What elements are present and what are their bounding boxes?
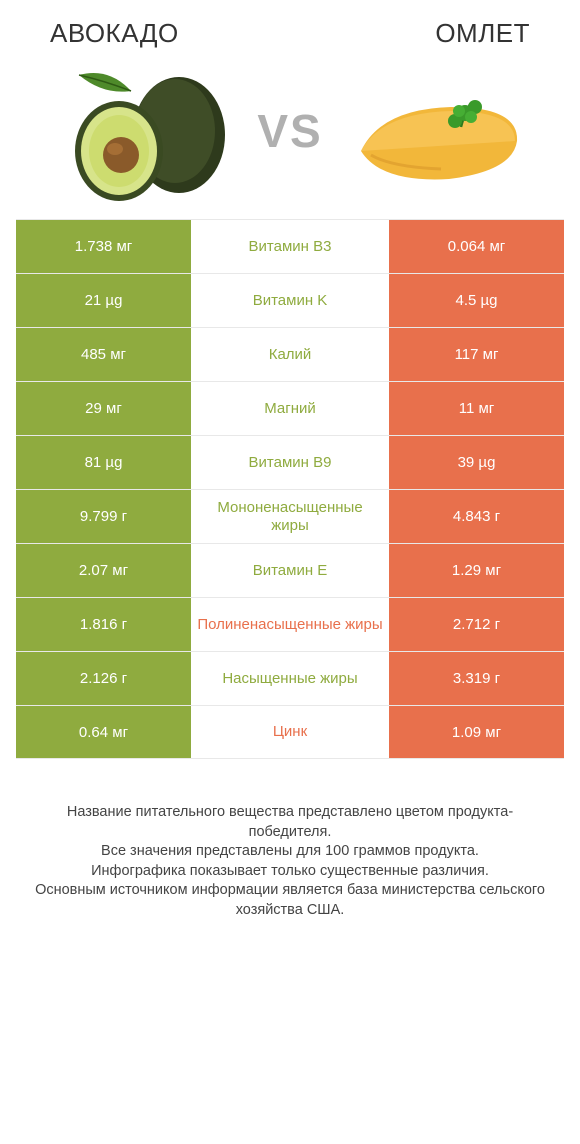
cell-nutrient-label: Полиненасыщенные жиры [191,598,389,651]
cell-nutrient-label: Мононенасыщенные жиры [191,490,389,543]
cell-right-value: 3.319 г [389,652,564,705]
table-row: 485 мгКалий117 мг [16,327,564,381]
cell-nutrient-label: Магний [191,382,389,435]
cell-nutrient-label: Калий [191,328,389,381]
cell-right-value: 11 мг [389,382,564,435]
cell-nutrient-label: Насыщенные жиры [191,652,389,705]
cell-left-value: 81 µg [16,436,191,489]
cell-right-value: 117 мг [389,328,564,381]
avocado-image [49,61,239,201]
cell-nutrient-label: Витамин E [191,544,389,597]
cell-right-value: 4.843 г [389,490,564,543]
cell-left-value: 29 мг [16,382,191,435]
table-row: 0.64 мгЦинк1.09 мг [16,705,564,759]
cell-nutrient-label: Витамин B9 [191,436,389,489]
header-right-title: ОМЛЕТ [435,18,530,49]
cell-left-value: 21 µg [16,274,191,327]
table-row: 21 µgВитамин K4.5 µg [16,273,564,327]
cell-left-value: 2.07 мг [16,544,191,597]
hero: VS [0,55,580,219]
table-row: 81 µgВитамин B939 µg [16,435,564,489]
footer-line: Название питательного вещества представл… [28,803,552,842]
cell-left-value: 0.64 мг [16,706,191,758]
cell-left-value: 1.816 г [16,598,191,651]
header: АВОКАДО ОМЛЕТ [0,0,580,55]
table-row: 2.126 гНасыщенные жиры3.319 г [16,651,564,705]
cell-left-value: 2.126 г [16,652,191,705]
footer-line: Инфографика показывает только существенн… [28,862,552,882]
footer-notes: Название питательного вещества представл… [0,759,580,920]
cell-right-value: 4.5 µg [389,274,564,327]
cell-right-value: 2.712 г [389,598,564,651]
cell-nutrient-label: Цинк [191,706,389,758]
cell-right-value: 39 µg [389,436,564,489]
comparison-table: 1.738 мгВитамин B30.064 мг21 µgВитамин K… [0,219,580,759]
cell-right-value: 1.09 мг [389,706,564,758]
table-row: 1.738 мгВитамин B30.064 мг [16,219,564,273]
table-row: 1.816 гПолиненасыщенные жиры2.712 г [16,597,564,651]
cell-left-value: 485 мг [16,328,191,381]
table-row: 9.799 гМононенасыщенные жиры4.843 г [16,489,564,543]
cell-right-value: 1.29 мг [389,544,564,597]
omelette-image [341,61,531,201]
table-row: 2.07 мгВитамин E1.29 мг [16,543,564,597]
table-row: 29 мгМагний11 мг [16,381,564,435]
cell-nutrient-label: Витамин B3 [191,220,389,273]
cell-left-value: 1.738 мг [16,220,191,273]
header-left-title: АВОКАДО [50,18,179,49]
footer-line: Все значения представлены для 100 граммо… [28,842,552,862]
footer-line: Основным источником информации является … [28,881,552,920]
vs-label: VS [257,104,322,158]
cell-nutrient-label: Витамин K [191,274,389,327]
cell-right-value: 0.064 мг [389,220,564,273]
cell-left-value: 9.799 г [16,490,191,543]
page: АВОКАДО ОМЛЕТ VS [0,0,580,1144]
